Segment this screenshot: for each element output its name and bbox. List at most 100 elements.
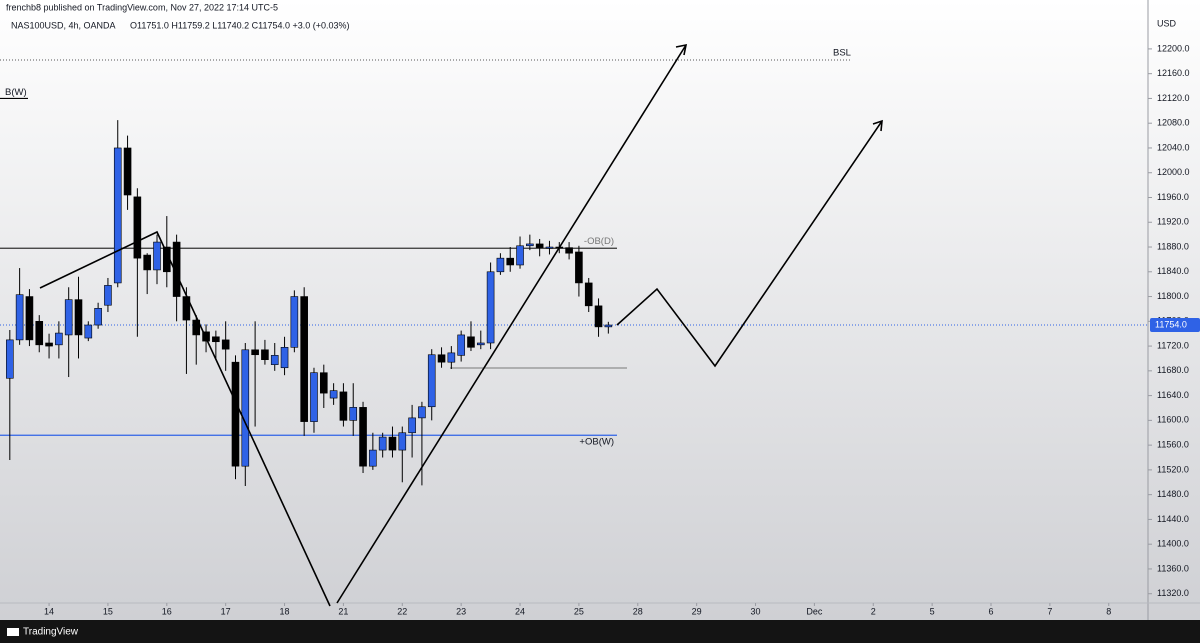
candle-body [388,436,397,451]
candle-body [476,342,485,346]
x-tick-label: 24 [515,606,525,616]
ohlc: O11751.0 H11759.2 L11740.2 C11754.0 +3.0… [130,20,350,30]
x-tick-label: 8 [1106,606,1111,616]
candle-body [123,147,132,196]
y-tick-label: 11320.0 [1157,588,1189,598]
y-tick-label: 11560.0 [1157,440,1189,450]
candle-body [447,352,456,363]
y-tick-label: 11720.0 [1157,340,1189,350]
candle-body [506,257,515,266]
candle-body [467,336,475,348]
x-tick-label: 16 [162,606,172,616]
candle-body [104,285,112,306]
candle-body [113,147,122,284]
y-tick-label: 11360.0 [1157,563,1189,573]
x-tick-label: 21 [338,606,348,616]
candle-body [192,319,201,336]
y-tick-label: 11880.0 [1157,241,1189,251]
candle-body [545,246,554,249]
projection-line [616,120,883,368]
x-tick-label: Dec [806,606,823,616]
y-tick-label: 12200.0 [1157,43,1190,53]
candle-body [15,294,24,341]
candle-body [6,339,14,379]
y-tick-label: 11600.0 [1157,415,1189,425]
y-tick-label: 11960.0 [1157,192,1189,202]
level-label: BSL [833,48,851,59]
candle-body [496,257,505,273]
x-tick-label: 29 [692,606,702,616]
candle-body [300,296,308,422]
candle-body [418,406,426,419]
x-tick-label: 2 [871,606,876,616]
zigzag-line [39,230,331,607]
projection-line [336,44,687,604]
brand: TradingView [23,627,79,638]
candle-body [153,241,161,271]
candle-body [329,390,338,399]
y-tick-label: 11520.0 [1157,464,1189,474]
candle-body [349,407,358,421]
candle-body [359,407,367,467]
candle-body [339,391,348,421]
y-tick-label: 12000.0 [1157,167,1190,177]
candle-body [290,296,299,348]
candle-body [565,247,573,254]
plot [0,59,1148,486]
x-tick-label: 30 [751,606,761,616]
candle-body [516,245,524,266]
candle-body [172,241,181,297]
level-label: B(W) [5,87,27,98]
candle-body [221,339,230,350]
candle-body [369,449,377,467]
y-tick-label: 11400.0 [1157,539,1189,549]
candle-body [535,243,544,248]
candle-body [45,342,53,347]
candle-body [526,243,534,247]
y-tick-label: 11640.0 [1157,390,1189,400]
arrowhead [675,43,688,56]
drawings [39,43,883,607]
candle-body [143,254,151,271]
candle-body [310,372,318,422]
x-tick-label: 5 [930,606,935,616]
candle-body [84,324,93,339]
x-tick-label: 18 [280,606,290,616]
logo [7,628,19,636]
candle-body [251,349,259,356]
x-tick-label: 14 [44,606,54,616]
candle-body [408,417,416,434]
x-tick-label: 22 [397,606,407,616]
candle-body [64,299,73,336]
candle-body [231,361,240,467]
candle-body [270,355,279,365]
candle-body [55,332,63,346]
candle-body [457,334,465,356]
x-tick-label: 17 [221,606,231,616]
x-tick-label: 7 [1047,606,1052,616]
y-tick-label: 12160.0 [1157,68,1190,78]
candle-body [133,196,142,259]
candle-body [584,282,593,307]
y-tick-label: 11440.0 [1157,514,1189,524]
candle-body [319,372,328,394]
publisher: frenchb8 published on TradingView.com, N… [6,2,278,12]
candle-body [378,436,387,451]
y-tick-label: 12120.0 [1157,93,1190,103]
candle-body [437,354,446,363]
candle-body [35,321,44,346]
y-tick-label: 12040.0 [1157,142,1190,152]
y-tick-label: 11800.0 [1157,291,1189,301]
y-tick-label: 11480.0 [1157,489,1189,499]
candle-body [604,324,613,328]
currency: USD [1157,18,1177,28]
x-tick-label: 28 [633,606,643,616]
x-tick-label: 15 [103,606,113,616]
y-tick-label: 11840.0 [1157,266,1189,276]
x-tick-label: 6 [989,606,994,616]
level-label: +OB(W) [579,437,614,448]
candle-body [575,251,583,284]
y-tick-label: 12080.0 [1157,118,1190,128]
level-label: -OB(D) [584,236,614,247]
